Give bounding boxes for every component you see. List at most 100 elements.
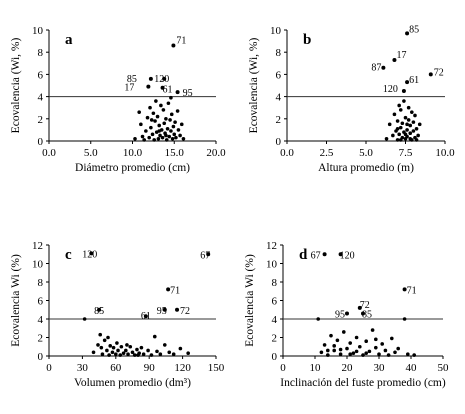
x-tick-label: 50 [438,362,450,374]
data-point [348,341,353,345]
point-label: 120 [154,74,169,85]
data-point [175,109,180,113]
data-point [354,335,359,340]
data-point [172,132,177,137]
point-label: 72 [360,300,370,311]
data-point [397,103,401,108]
point-label: 87 [371,63,381,74]
data-point [403,115,408,120]
labeled-data-point [345,311,349,316]
point-label: 71 [170,285,180,296]
data-point [105,348,109,353]
data-point [411,120,416,124]
data-point [100,352,105,356]
data-point [169,95,173,100]
data-point [153,119,157,123]
data-point [150,132,155,137]
point-label: 85 [409,24,419,35]
data-point [406,352,410,356]
data-point [132,353,137,357]
data-point [110,350,115,355]
x-tick-label: 15.0 [165,147,185,159]
data-point [414,126,419,131]
data-point [358,344,362,349]
data-point [335,338,340,343]
data-point [118,353,123,357]
point-label: 17 [124,83,134,94]
y-tick-label: 2 [276,114,282,126]
data-point [408,136,413,141]
data-point [326,348,330,353]
point-label: 85 [362,309,372,320]
data-point [145,115,150,120]
data-point [164,117,168,121]
data-point [395,138,400,142]
data-point [170,136,175,141]
data-point [342,330,346,334]
data-point [146,348,150,353]
x-axis-title: Volumen promedio (dm³) [74,377,191,389]
point-label: 61 [141,311,151,322]
point-label: 71 [176,36,186,47]
data-point [160,135,165,140]
labeled-data-point [146,84,151,89]
data-point [167,134,172,139]
panel-letter: d [299,247,308,263]
data-point [91,350,96,355]
data-point [374,345,378,350]
y-tick-label: 4 [38,92,44,104]
data-point [161,108,166,112]
x-tick-label: 20.0 [206,147,226,159]
data-point [119,344,124,349]
data-point [364,339,369,344]
data-point [157,129,162,133]
labeled-data-point [162,307,167,312]
data-point [338,352,343,356]
data-point [135,347,139,352]
data-point [383,348,388,353]
x-tick-label: 5.0 [359,147,373,159]
point-label: 61 [163,85,173,96]
data-point [329,333,333,338]
data-point [390,336,394,341]
data-point [141,352,146,356]
y-tick-label: 4 [272,314,278,326]
y-tick-label: 6 [276,69,282,81]
data-point [408,131,413,136]
data-point [413,113,417,118]
labeled-data-point [175,307,180,312]
data-point [152,334,157,339]
data-point [405,128,409,132]
data-point [416,133,420,138]
x-tick-label: 30 [374,362,386,374]
point-label: 72 [434,67,444,78]
point-label: 120 [340,250,355,261]
data-point [380,342,385,346]
data-point [98,332,103,337]
data-point [406,118,411,122]
point-label: 71 [407,285,417,296]
x-tick-label: 30 [77,362,89,374]
data-point [179,122,184,127]
x-tick-label: 90 [144,362,156,374]
data-point [338,347,343,352]
data-point [377,352,381,356]
x-axis-title: Altura promedio (m) [318,162,414,174]
y-tick-label: 8 [272,277,278,289]
data-point [126,352,130,356]
labeled-data-point [402,287,407,292]
data-point [174,135,178,140]
point-label: 95 [335,309,345,320]
data-point [402,99,406,103]
data-point [396,346,401,351]
y-tick-label: 0 [38,351,44,363]
data-point [361,353,365,357]
x-tick-label: 2.5 [320,147,334,159]
data-point [332,344,337,348]
x-tick-label: 0.0 [42,147,56,159]
data-point [319,350,324,355]
data-point [169,112,174,117]
data-point [169,129,173,133]
data-point [106,335,110,340]
